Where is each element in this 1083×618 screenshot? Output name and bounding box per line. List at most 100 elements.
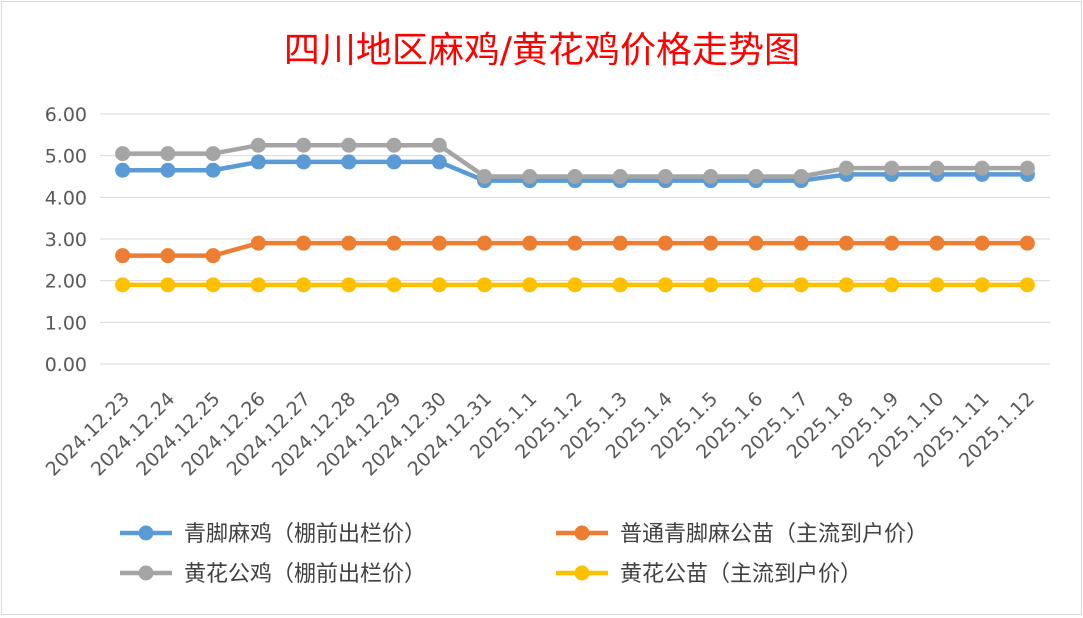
data-point (929, 235, 945, 251)
series-2 (115, 235, 1035, 264)
data-point (115, 248, 131, 264)
data-point (657, 235, 673, 251)
data-point (160, 162, 176, 178)
data-point (115, 162, 131, 178)
data-point (477, 277, 493, 293)
data-point (296, 154, 312, 170)
data-point (838, 235, 854, 251)
data-point (386, 137, 402, 153)
y-tick-label: 4.00 (45, 187, 87, 209)
data-point (115, 146, 131, 162)
data-point (431, 154, 447, 170)
data-point (793, 235, 809, 251)
data-point (612, 277, 628, 293)
data-point (205, 277, 221, 293)
legend-item: 青脚麻鸡（棚前出栏价） (120, 522, 426, 547)
y-tick-label: 6.00 (45, 104, 87, 126)
data-point (1019, 160, 1035, 176)
legend-swatch-marker (138, 525, 154, 541)
legend-swatch-marker (574, 565, 590, 581)
series-group (115, 137, 1035, 293)
data-point (250, 277, 266, 293)
data-point (250, 235, 266, 251)
data-point (296, 235, 312, 251)
data-point (386, 154, 402, 170)
data-point (748, 277, 764, 293)
data-point (205, 146, 221, 162)
y-tick-label: 5.00 (45, 146, 87, 168)
data-point (386, 235, 402, 251)
data-point (341, 277, 357, 293)
data-point (431, 277, 447, 293)
data-point (160, 248, 176, 264)
data-point (205, 248, 221, 264)
data-point (884, 277, 900, 293)
data-point (974, 235, 990, 251)
data-point (386, 277, 402, 293)
data-point (657, 169, 673, 184)
x-axis: 2024.12.232024.12.242024.12.252024.12.26… (42, 388, 1039, 480)
data-point (477, 235, 493, 251)
data-point (838, 160, 854, 176)
legend: 青脚麻鸡（棚前出栏价） 普通青脚麻公苗（主流到户价） 黄花公鸡（棚前出栏价） 黄花公苗… (120, 522, 928, 587)
data-point (793, 169, 809, 184)
y-tick-label: 3.00 (45, 229, 87, 251)
y-tick-label: 2.00 (45, 271, 87, 293)
legend-label: 黄花公苗（主流到户价） (620, 562, 862, 587)
series-3 (115, 137, 1035, 184)
data-point (431, 235, 447, 251)
data-point (929, 277, 945, 293)
data-point (974, 277, 990, 293)
y-axis: 0.00 1.00 2.00 3.00 4.00 5.00 6.00 (45, 104, 87, 376)
data-point (160, 146, 176, 162)
legend-item: 黄花公苗（主流到户价） (556, 562, 862, 587)
data-point (522, 169, 538, 184)
data-point (115, 277, 131, 293)
data-point (567, 169, 583, 184)
data-point (793, 277, 809, 293)
data-point (567, 235, 583, 251)
legend-label: 普通青脚麻公苗（主流到户价） (620, 522, 928, 547)
data-point (341, 137, 357, 153)
legend-label: 青脚麻鸡（棚前出栏价） (184, 522, 426, 547)
data-point (250, 154, 266, 170)
legend-swatch-marker (138, 565, 154, 581)
legend-item: 黄花公鸡（棚前出栏价） (120, 562, 426, 587)
data-point (431, 137, 447, 153)
legend-label: 黄花公鸡（棚前出栏价） (184, 562, 426, 587)
data-point (884, 235, 900, 251)
data-point (522, 277, 538, 293)
data-point (703, 235, 719, 251)
y-tick-label: 0.00 (45, 354, 87, 376)
data-point (703, 277, 719, 293)
y-tick-label: 1.00 (45, 312, 87, 334)
data-point (522, 235, 538, 251)
legend-swatch-marker (574, 525, 590, 541)
data-point (657, 277, 673, 293)
data-point (341, 154, 357, 170)
data-point (838, 277, 854, 293)
data-point (748, 169, 764, 184)
data-point (296, 277, 312, 293)
data-point (160, 277, 176, 293)
data-point (929, 160, 945, 176)
data-point (477, 169, 493, 184)
data-point (1019, 235, 1035, 251)
data-point (884, 160, 900, 176)
series-4 (115, 277, 1035, 293)
data-point (341, 235, 357, 251)
data-point (612, 235, 628, 251)
data-point (703, 169, 719, 184)
data-point (296, 137, 312, 153)
data-point (974, 160, 990, 176)
data-point (612, 169, 628, 184)
data-point (567, 277, 583, 293)
data-point (748, 235, 764, 251)
chart-title: 四川地区麻鸡/黄花鸡价格走势图 (284, 30, 800, 71)
data-point (250, 137, 266, 153)
data-point (205, 162, 221, 178)
data-point (1019, 277, 1035, 293)
legend-item: 普通青脚麻公苗（主流到户价） (556, 522, 928, 547)
